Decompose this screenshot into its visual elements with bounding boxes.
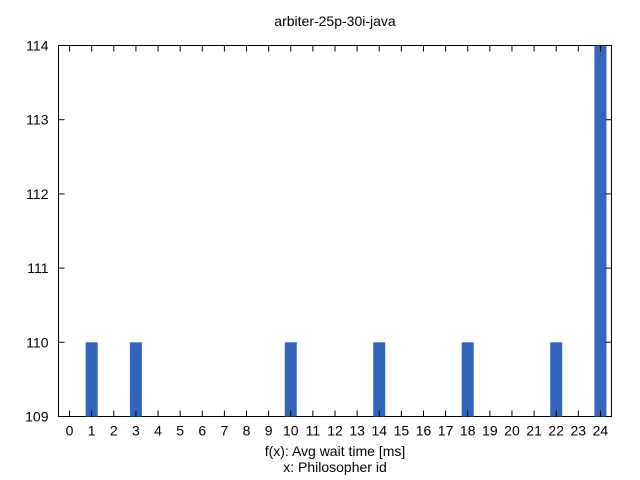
x-tick-label: 16 — [416, 423, 432, 439]
x-axis-caption-line-1: f(x): Avg wait time [ms] — [265, 443, 406, 459]
x-tick-label: 3 — [132, 423, 140, 439]
x-tick-label: 17 — [438, 423, 454, 439]
x-tick-label: 1 — [88, 423, 96, 439]
x-tick-label: 19 — [482, 423, 498, 439]
x-tick-label: 5 — [176, 423, 184, 439]
y-axis: 109 110 111 112 113 114 — [25, 38, 611, 425]
bar-3 — [130, 342, 142, 416]
x-tick-label: 23 — [571, 423, 587, 439]
x-tick-label: 11 — [306, 423, 321, 439]
x-tick-label: 15 — [394, 423, 410, 439]
y-tick-label: 114 — [26, 38, 49, 54]
y-tick-label: 110 — [26, 334, 49, 350]
x-tick-label: 20 — [504, 423, 520, 439]
x-tick-label: 21 — [526, 423, 542, 439]
bar-18 — [462, 342, 474, 416]
x-tick-label: 10 — [283, 423, 299, 439]
x-tick-label: 2 — [110, 423, 118, 439]
x-tick-label: 13 — [349, 423, 365, 439]
chart-title: arbiter-25p-30i-java — [274, 13, 396, 29]
x-tick-label: 14 — [371, 423, 387, 439]
x-axis: 0 1 2 3 4 5 6 7 8 9 10 11 12 13 14 15 16 17 18 19 20 21 22 23 24 — [66, 46, 609, 439]
y-tick-label: 111 — [27, 260, 48, 276]
y-tick-label: 112 — [26, 186, 49, 202]
y-tick-label: 113 — [26, 112, 49, 128]
x-tick-label: 7 — [221, 423, 229, 439]
x-tick-label: 6 — [198, 423, 206, 439]
x-tick-label: 0 — [66, 423, 74, 439]
bar-24 — [594, 46, 606, 417]
x-tick-label: 8 — [243, 423, 251, 439]
x-axis-caption-line-2: x: Philosopher id — [283, 459, 387, 475]
y-tick-label: 109 — [25, 409, 49, 425]
bar-10 — [285, 342, 297, 416]
x-tick-label: 9 — [265, 423, 273, 439]
x-tick-label: 22 — [548, 423, 564, 439]
x-tick-label: 12 — [327, 423, 343, 439]
x-tick-label: 4 — [154, 423, 162, 439]
bars-group — [86, 46, 607, 417]
bar-22 — [550, 342, 562, 416]
x-tick-label: 18 — [460, 423, 476, 439]
bar-14 — [373, 342, 385, 416]
bar-1 — [86, 342, 98, 416]
x-tick-label: 24 — [593, 423, 609, 439]
